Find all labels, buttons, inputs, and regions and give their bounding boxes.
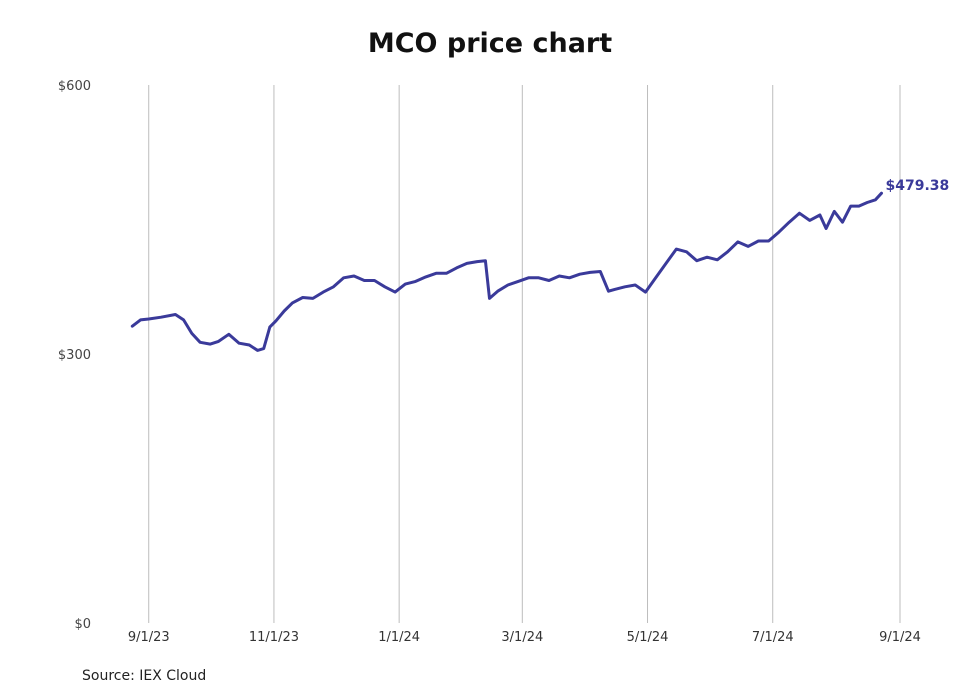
x-tick-label: 3/1/24 bbox=[501, 630, 543, 645]
source-note: Source: IEX Cloud bbox=[82, 668, 207, 684]
vertical-gridlines bbox=[148, 85, 901, 623]
chart-title: MCO price chart bbox=[367, 28, 613, 59]
x-tick-label: 11/1/23 bbox=[249, 630, 299, 645]
last-price-label: $479.38 bbox=[886, 178, 950, 194]
y-tick-label: $600 bbox=[58, 79, 91, 94]
x-axis-ticks: 9/1/23 11/1/23 1/1/24 3/1/24 5/1/24 7/1/24 9/1… bbox=[128, 630, 921, 645]
x-tick-label: 7/1/24 bbox=[752, 630, 794, 645]
x-tick-label: 5/1/24 bbox=[627, 630, 669, 645]
x-tick-label: 9/1/24 bbox=[879, 630, 921, 645]
price-line bbox=[130, 191, 883, 352]
x-tick-label: 9/1/23 bbox=[128, 630, 170, 645]
y-tick-label: $300 bbox=[58, 348, 91, 363]
x-tick-label: 1/1/24 bbox=[378, 630, 420, 645]
y-axis-ticks: $0 $300 $600 bbox=[58, 79, 91, 632]
y-tick-label: $0 bbox=[74, 617, 91, 632]
